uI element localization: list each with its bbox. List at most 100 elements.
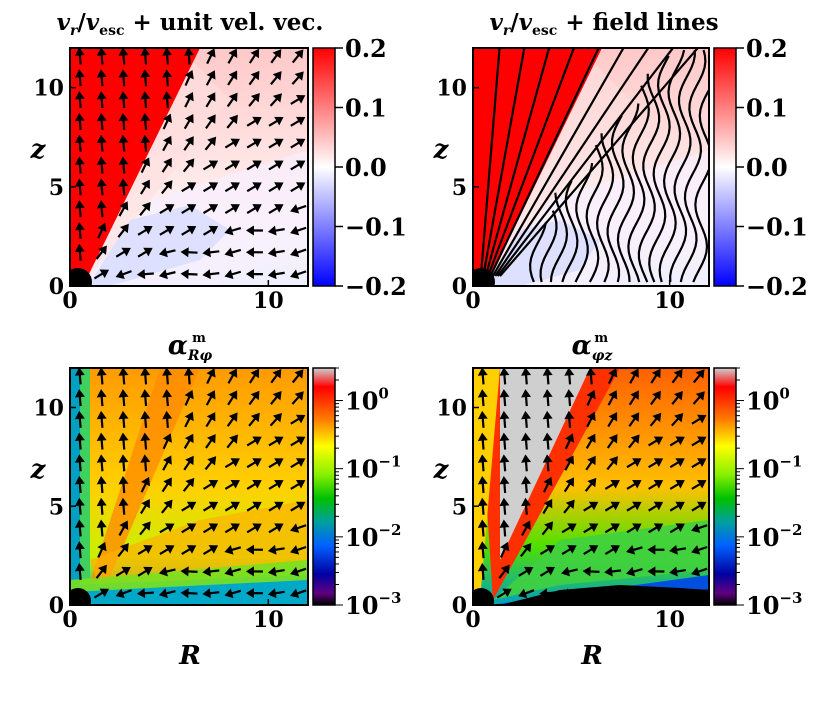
velocity-arrowhead	[162, 389, 173, 398]
y-tick-label: 0	[49, 593, 64, 619]
velocity-arrowhead	[561, 588, 571, 599]
velocity-arrowhead	[206, 70, 216, 80]
velocity-arrowhead	[632, 458, 642, 467]
velocity-arrowhead	[669, 566, 678, 577]
x-tick-label: 10	[654, 288, 685, 314]
velocity-arrowhead	[565, 455, 574, 465]
velocity-arrowhead	[295, 182, 306, 191]
velocity-arrowhead	[162, 69, 173, 78]
panel-alpha-phiz: αφzm	[472, 331, 710, 606]
velocity-arrowhead	[208, 479, 219, 489]
velocity-arrowhead	[136, 588, 146, 599]
y-tick-label: 5	[49, 494, 64, 520]
velocity-arrowhead	[202, 269, 211, 280]
velocity-arrowhead	[140, 368, 151, 376]
field-line	[499, 48, 700, 277]
colorbar-tick-label: 10−1	[746, 453, 802, 484]
colorbar-tick-label: 10−2	[746, 521, 802, 552]
velocity-arrowhead	[136, 269, 146, 280]
velocity-arrowhead	[542, 368, 553, 376]
velocity-arrowhead	[163, 455, 172, 465]
velocity-arrowhead	[295, 138, 306, 148]
velocity-arrowhead	[140, 454, 151, 463]
field-line	[606, 114, 625, 283]
field-line	[627, 85, 650, 283]
velocity-arrowhead	[499, 368, 510, 376]
field-line	[496, 48, 675, 277]
velocity-arrowhead	[230, 204, 240, 213]
velocity-arrowhead	[186, 523, 197, 533]
velocity-arrowhead	[521, 410, 532, 420]
velocity-arrowhead	[96, 69, 107, 78]
velocity-arrowhead	[224, 545, 234, 555]
velocity-arrowhead	[252, 160, 262, 170]
plot-frame	[472, 47, 710, 287]
colorbar-tick-label: −0.2	[345, 272, 407, 301]
velocity-arrowhead	[587, 455, 596, 466]
velocity-arrowhead	[118, 69, 129, 78]
panel-vr-field: vr/vesc + field lines	[472, 9, 719, 287]
velocity-arrowhead	[165, 523, 175, 533]
velocity-arrowhead	[518, 588, 528, 599]
velocity-arrowhead	[118, 368, 129, 376]
velocity-arrowhead	[163, 157, 172, 168]
velocity-arrowhead	[697, 458, 707, 467]
velocity-arrowhead	[586, 433, 596, 444]
heatmap-alpha-phiz	[473, 368, 709, 605]
velocity-arrowhead	[230, 160, 240, 170]
velocity-arrowhead	[250, 48, 260, 59]
velocity-vectors	[74, 368, 307, 599]
velocity-arrowhead	[208, 182, 219, 191]
velocity-arrowhead	[290, 545, 300, 555]
x-tick-label: 0	[465, 607, 480, 633]
velocity-arrowhead	[228, 412, 238, 422]
velocity-arrowhead	[252, 479, 262, 489]
colorbar-tick-label: 0.2	[345, 34, 387, 63]
velocity-arrowhead	[564, 389, 575, 398]
velocity-arrowhead	[140, 91, 151, 100]
colorbar-tick-label: 10−3	[345, 589, 401, 620]
velocity-arrowhead	[250, 92, 260, 103]
velocity-arrowhead	[585, 368, 596, 376]
velocity-arrowhead	[97, 541, 107, 552]
velocity-arrowhead	[582, 588, 591, 599]
velocity-arrowhead	[99, 588, 110, 598]
colorbar-4	[713, 367, 737, 606]
velocity-arrowhead	[97, 222, 107, 233]
velocity-arrowhead	[118, 454, 129, 463]
velocity-arrowhead	[647, 566, 656, 577]
y-axis-label: z	[30, 135, 47, 165]
velocity-arrowhead	[477, 410, 488, 420]
velocity-arrowhead	[121, 247, 131, 257]
x-tick-label: 0	[62, 607, 77, 633]
velocity-arrowhead	[477, 432, 488, 441]
velocity-arrowhead	[208, 225, 219, 235]
velocity-arrowhead	[96, 48, 107, 56]
field-line	[539, 210, 558, 283]
velocity-arrowhead	[477, 497, 488, 507]
velocity-arrowhead	[228, 70, 238, 80]
panel-alpha-rphi: αRφm	[69, 331, 309, 606]
velocity-arrowhead	[183, 48, 194, 56]
velocity-arrowhead	[274, 116, 284, 126]
velocity-arrowhead	[245, 269, 254, 280]
velocity-arrowhead	[274, 138, 284, 148]
field-line	[616, 103, 640, 283]
panel-title: vr/vesc + unit vel. vec.	[57, 9, 324, 39]
velocity-arrowhead	[207, 456, 217, 466]
velocity-arrowhead	[229, 434, 238, 444]
velocity-arrowhead	[274, 160, 284, 170]
y-tick-label: 10	[436, 76, 467, 102]
velocity-arrowhead	[272, 413, 282, 423]
velocity-arrowhead	[290, 566, 300, 577]
velocity-arrowhead	[202, 566, 211, 577]
velocity-arrowhead	[118, 48, 129, 56]
y-tick-label: 0	[49, 274, 64, 300]
velocity-arrowhead	[608, 368, 618, 378]
velocity-arrowhead	[230, 501, 240, 511]
velocity-arrowhead	[186, 501, 197, 511]
velocity-arrowhead	[675, 436, 685, 446]
velocity-arrowhead	[158, 588, 168, 599]
velocity-arrowhead	[165, 204, 175, 213]
velocity-arrowhead	[185, 136, 194, 146]
